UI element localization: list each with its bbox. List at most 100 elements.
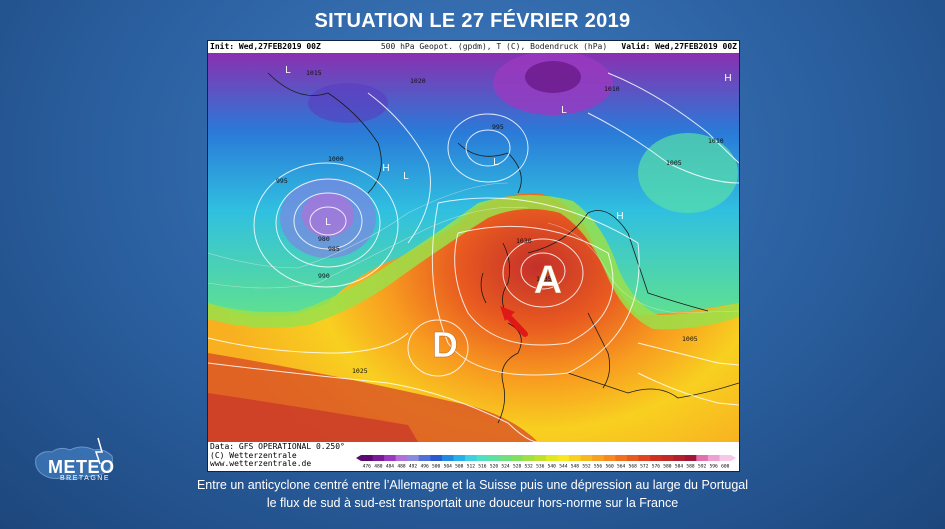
meteo-bretagne-logo: METEO BRETAGNE	[30, 432, 122, 494]
isobar-label: 1015	[306, 69, 322, 77]
anticyclone-marker: A	[534, 258, 563, 302]
isobar-low-portugal	[407, 319, 469, 377]
colorbar-tick-label: 592	[698, 464, 707, 470]
isobar-east-2	[637, 372, 739, 406]
flow-arrow-head	[500, 306, 515, 321]
greenland-coast	[267, 72, 382, 194]
colorbar-swatch	[372, 455, 385, 461]
colorbar-swatch	[488, 455, 501, 461]
colorbar-tick-label: 504	[444, 464, 453, 470]
colorbar-tick-label: 500	[432, 464, 441, 470]
colorbar-swatch	[441, 455, 454, 461]
transition-band	[208, 194, 739, 330]
colorbar-tick-label: 520	[490, 464, 499, 470]
colorbar-tick-label: 572	[640, 464, 649, 470]
colorbar-tick-label: 600	[721, 464, 730, 470]
isobar-low-iceland	[465, 129, 511, 167]
isobar-east-1	[637, 342, 739, 366]
colorbar-swatch	[522, 455, 535, 461]
colorbar-swatch	[418, 455, 431, 461]
caption-line-1: Entre un anticyclone centré entre l’Alle…	[196, 478, 749, 492]
isobar-high-1020	[431, 197, 640, 376]
isobar-value-labels: 1015 1020 1010 1005 1000 995 990 985 980…	[276, 69, 724, 375]
high-marker-east: H	[724, 73, 731, 84]
colorbar-swatch	[719, 455, 732, 461]
colorbar-swatch	[603, 455, 616, 461]
isobar-label: 1010	[604, 85, 620, 93]
isobar-label: 995	[492, 123, 504, 131]
colorbar-swatch	[569, 455, 582, 461]
colorbar-swatch	[650, 455, 663, 461]
credit-line: (C) Wetterzentrale	[210, 450, 297, 460]
colorbar-swatch	[395, 455, 408, 461]
mild-pocket-east	[638, 133, 738, 213]
weather-map: Init: Wed,27FEB2019 00Z 500 hPa Geopot. …	[207, 40, 740, 472]
major-centers: A D	[432, 258, 563, 366]
british-isles-coast	[502, 242, 511, 314]
map-header: Init: Wed,27FEB2019 00Z 500 hPa Geopot. …	[208, 41, 739, 53]
high-marker-scandinavia: H	[616, 211, 623, 222]
caption: Entre un anticyclone centré entre l’Alle…	[0, 476, 945, 512]
colorbar-swatch	[696, 455, 709, 461]
isobar-low-990	[293, 192, 363, 250]
colorbar-tick-label: 540	[548, 464, 557, 470]
high-marker-mid: H	[382, 163, 389, 174]
isobar-mid-2	[587, 112, 739, 184]
colorbar-swatch	[546, 455, 559, 461]
credit-line: www.wetterzentrale.de	[210, 459, 312, 468]
map-init-time: Init: Wed,27FEB2019 00Z	[210, 42, 321, 51]
colorbar-swatch	[684, 455, 697, 461]
map-parameters: 500 hPa Geopot. (gpdm), T (C), Bodendruc…	[380, 42, 608, 51]
low-marker-mid: L	[403, 171, 409, 182]
geopotential-line-1	[208, 207, 529, 289]
isobar-label: 980	[318, 235, 330, 243]
colorbar-tick-label: 516	[478, 464, 487, 470]
colorbar-tick-label: 588	[686, 464, 695, 470]
colorbar-tick-label: 564	[617, 464, 626, 470]
pressure-markers: L L L L L H H H	[285, 65, 731, 228]
colorbar-tick-label: 496	[420, 464, 429, 470]
colorbar-tick-label: 480	[374, 464, 383, 470]
colorbar-swatch	[511, 455, 524, 461]
credit-line: Data: GFS OPERATIONAL 0.250°	[210, 442, 345, 451]
logo-name: METEO	[48, 457, 115, 477]
colorbar-tick-label: 596	[710, 464, 719, 470]
isobar-label: 1020	[410, 77, 426, 85]
colorbar-swatch	[626, 455, 639, 461]
colorbar-swatch	[534, 455, 547, 461]
ireland-coast	[480, 272, 487, 304]
colorbar-arrow-left	[356, 455, 361, 461]
low-marker-norway: L	[561, 105, 567, 116]
flow-arrow-shaft	[505, 313, 528, 337]
colorbar-tick-label: 488	[397, 464, 406, 470]
colorbar-swatch	[615, 455, 628, 461]
colorbar-tick-label: 528	[513, 464, 522, 470]
colorbar-swatch	[465, 455, 478, 461]
isobar-south-1025	[208, 362, 539, 442]
geopotential-line-3	[547, 222, 739, 314]
cold-pocket-greenland	[308, 83, 388, 123]
scandinavia-coast	[527, 210, 709, 312]
map-footer: Data: GFS OPERATIONAL 0.250° (C) Wetterz…	[208, 442, 739, 471]
flow-arrow	[500, 306, 528, 337]
colorbar-tick-label: 492	[409, 464, 418, 470]
low-marker-north: L	[285, 65, 291, 76]
isobar-label: 990	[318, 272, 330, 280]
colorbar-tick-label: 584	[675, 464, 684, 470]
colorbar-swatch	[476, 455, 489, 461]
map-valid-time: Valid: Wed,27FEB2019 00Z	[621, 42, 737, 51]
color-scale: 476 480 484 488 492 496 500 504 508 512 516 520 524 5…	[356, 455, 736, 469]
map-canvas: L L L L L H H H 1015 1020 1010 1005 1000…	[208, 53, 739, 442]
mediterranean-coast	[567, 372, 739, 399]
isobars	[208, 72, 739, 442]
colorbar-tick-label: 552	[582, 464, 591, 470]
colorbar-swatch	[707, 455, 720, 461]
colorbar-swatch	[673, 455, 686, 461]
colorbar-tick-label: 560	[605, 464, 614, 470]
colorbar-swatch	[557, 455, 570, 461]
colorbar-swatch	[361, 455, 374, 461]
logo-subtitle: BRETAGNE	[60, 475, 110, 482]
isobar-label: 1030	[516, 237, 532, 245]
isobar-high-1025	[454, 225, 614, 346]
colorbar-tick-label: 576	[652, 464, 661, 470]
